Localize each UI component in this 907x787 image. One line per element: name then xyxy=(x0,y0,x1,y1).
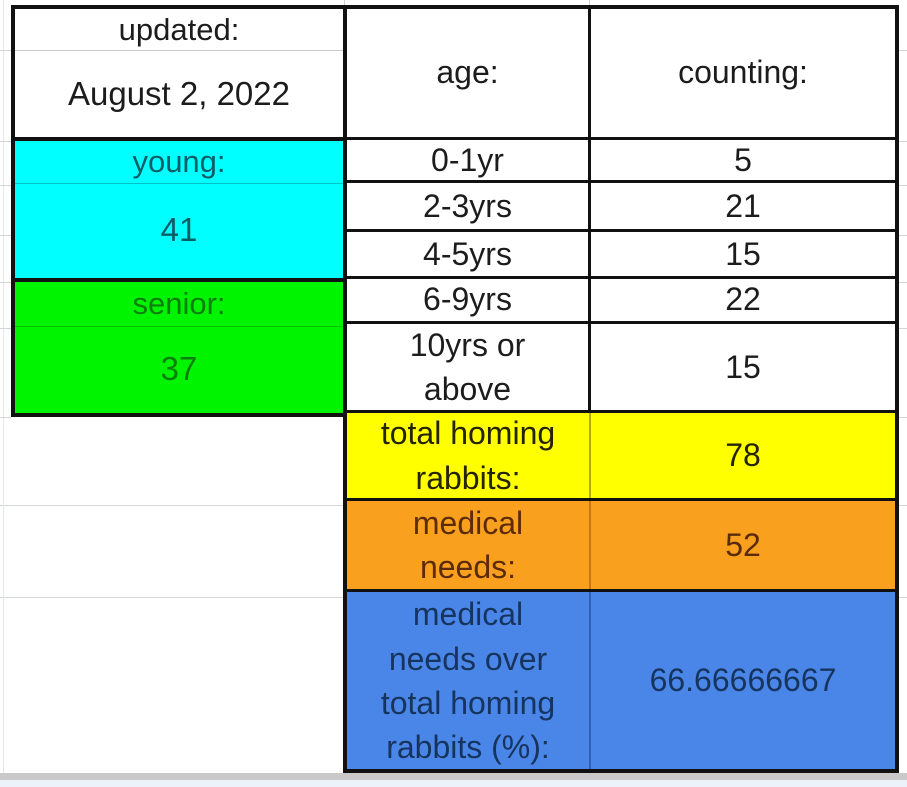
cell-count-value[interactable]: 21 xyxy=(725,187,761,224)
cell-age-value[interactable]: 2-3yrs xyxy=(347,183,591,230)
gridline xyxy=(899,328,907,329)
gridline xyxy=(899,505,907,506)
cell-percent-label[interactable]: medical needs over total homing rabbits … xyxy=(347,592,591,769)
gridline xyxy=(0,185,11,186)
spreadsheet-table: age: counting: 0-1yr 5 2-3yrs 21 4-5yrs … xyxy=(343,5,899,773)
cell-young-count[interactable]: 41 xyxy=(160,210,198,248)
cell-medical-label[interactable]: medical needs: xyxy=(347,501,591,590)
table-row-age-2-3: 2-3yrs 21 xyxy=(347,183,895,233)
updated-header-block: updated: August 2, 2022 xyxy=(11,5,343,141)
gridline xyxy=(899,50,907,51)
gridline xyxy=(899,282,907,283)
gridline xyxy=(899,185,907,186)
gridline xyxy=(0,505,343,506)
cell-age-header[interactable]: age: xyxy=(347,9,591,137)
table-row-total-homing: total homing rabbits: 78 xyxy=(347,413,895,502)
cell-count-value[interactable]: 15 xyxy=(725,235,761,272)
gridline xyxy=(899,417,907,418)
gridline xyxy=(0,328,11,329)
cell-total-label-text: total homing rabbits: xyxy=(380,415,556,496)
cell-updated-label[interactable]: updated: xyxy=(15,9,343,51)
cell-count-value[interactable]: 22 xyxy=(725,281,761,318)
cell-total-label[interactable]: total homing rabbits: xyxy=(347,413,591,499)
gridline xyxy=(0,282,11,283)
cell-percent-label-text: medical needs over total homing rabbits … xyxy=(380,596,556,765)
cell-count-value[interactable]: 15 xyxy=(725,348,761,385)
gridline xyxy=(0,50,11,51)
young-summary-block: young: 41 xyxy=(11,141,343,282)
cell-medical-label-text: medical needs: xyxy=(412,505,524,586)
cell-counting-header[interactable]: counting: xyxy=(678,54,808,91)
cell-age-value[interactable]: 10yrs or above xyxy=(347,324,591,411)
margin-gridline xyxy=(3,0,4,773)
cell-percent-value[interactable]: 66.66666667 xyxy=(649,662,837,699)
gridline xyxy=(0,417,11,418)
gridline xyxy=(0,235,11,236)
cell-age-value[interactable]: 6-9yrs xyxy=(347,278,591,322)
table-bottom-shadow xyxy=(0,773,907,780)
cell-age-value[interactable]: 0-1yr xyxy=(347,139,591,181)
gridline xyxy=(899,235,907,236)
cell-age-value[interactable]: 4-5yrs xyxy=(347,232,591,276)
cell-total-value[interactable]: 78 xyxy=(725,437,761,474)
gridline xyxy=(0,597,343,598)
gridline xyxy=(589,0,590,5)
cell-senior-label[interactable]: senior: xyxy=(15,282,343,327)
table-row-age-4-5: 4-5yrs 15 xyxy=(347,232,895,279)
cell-updated-date[interactable]: August 2, 2022 xyxy=(67,75,290,112)
table-header-row: age: counting: xyxy=(347,9,895,140)
cell-count-value[interactable]: 5 xyxy=(734,141,752,178)
gridline xyxy=(899,141,907,142)
cell-medical-value[interactable]: 52 xyxy=(725,526,761,563)
table-row-medical-needs: medical needs: 52 xyxy=(347,501,895,593)
empty-cells-region[interactable] xyxy=(0,417,343,773)
table-row-age-0-1: 0-1yr 5 xyxy=(347,139,895,184)
table-row-medical-percent: medical needs over total homing rabbits … xyxy=(347,592,895,769)
cell-age-value-text: 10yrs or above xyxy=(409,326,526,408)
gridline xyxy=(899,597,907,598)
table-row-age-6-9: 6-9yrs 22 xyxy=(347,278,895,325)
senior-summary-block: senior: 37 xyxy=(11,282,343,417)
cell-senior-count[interactable]: 37 xyxy=(160,349,198,387)
gridline xyxy=(344,0,345,5)
next-row-strip xyxy=(0,780,907,787)
table-row-age-10plus: 10yrs or above 15 xyxy=(347,324,895,414)
gridline xyxy=(0,141,11,142)
cell-young-label[interactable]: young: xyxy=(15,141,343,184)
